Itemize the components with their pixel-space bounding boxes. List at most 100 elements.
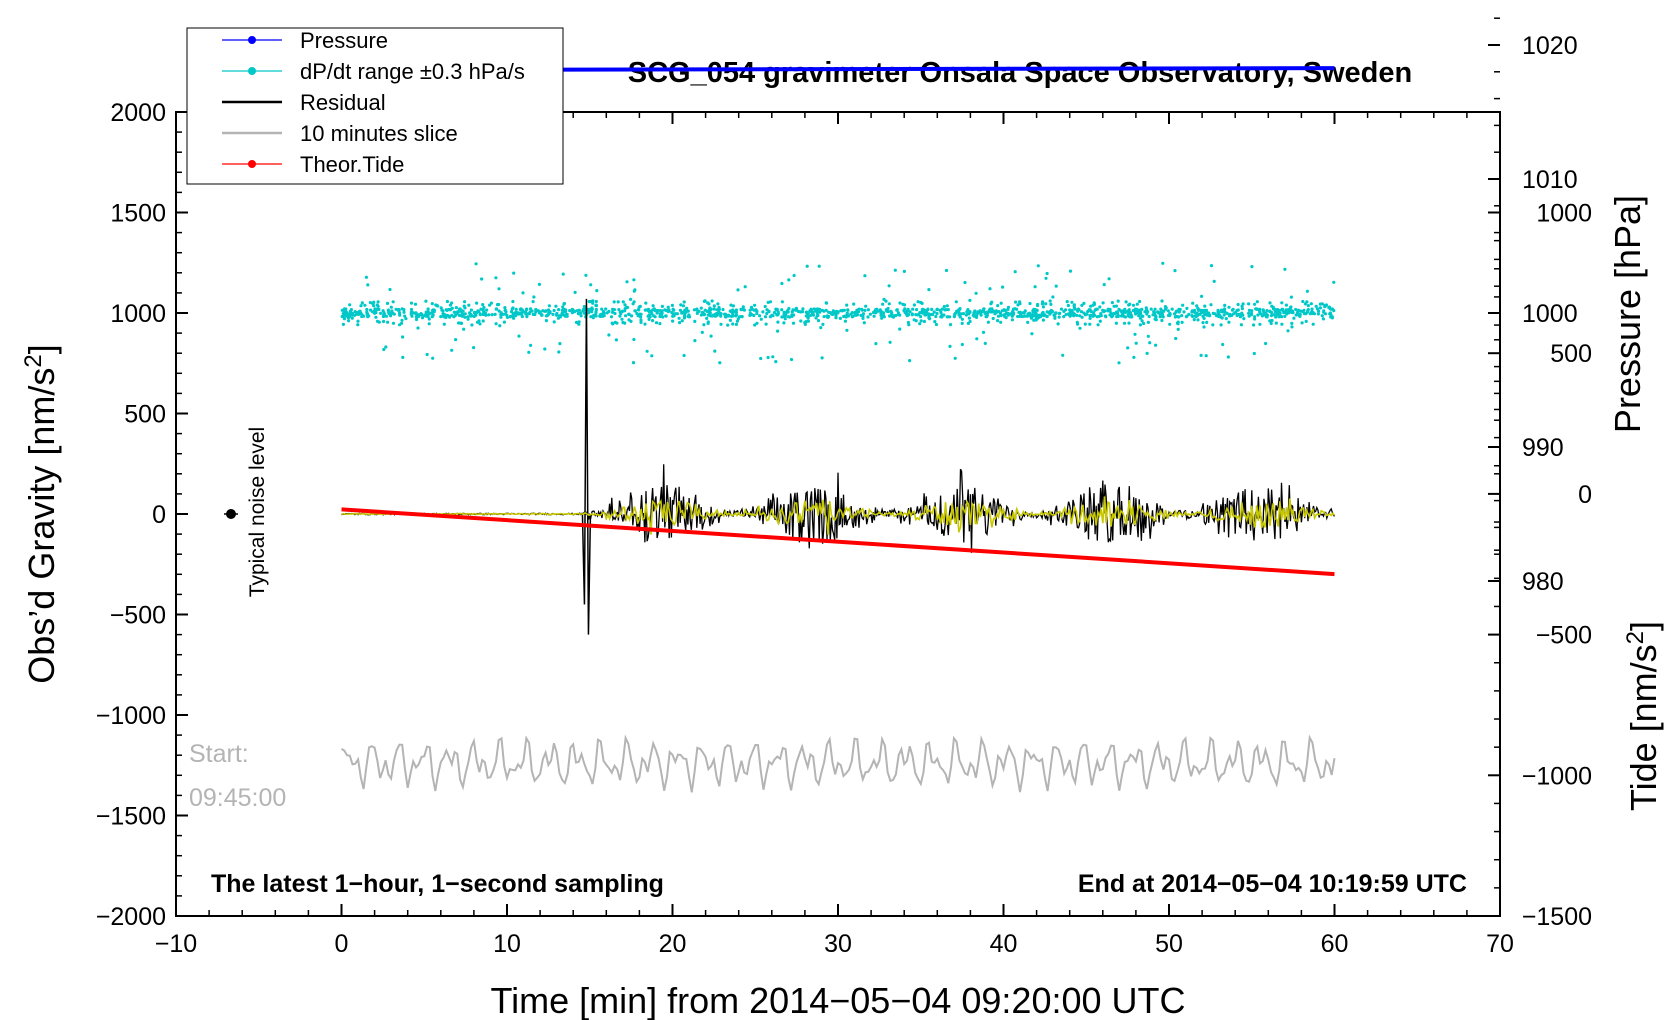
dpdt-point <box>1304 319 1308 323</box>
dpdt-point <box>788 315 792 319</box>
dpdt-point <box>592 313 596 317</box>
dpdt-point <box>607 309 611 313</box>
dpdt-point <box>409 301 414 305</box>
dpdt-point <box>658 314 662 319</box>
dpdt-point <box>1182 310 1186 314</box>
start-time-label: 09:45:00 <box>189 784 286 812</box>
dpdt-point <box>898 301 902 305</box>
dpdt-point <box>372 304 376 308</box>
dpdt-point <box>999 320 1003 324</box>
tide-tick-label: 0 <box>1578 481 1592 509</box>
dpdt-point <box>620 317 624 321</box>
dpdt-point <box>410 314 414 318</box>
dpdt-point <box>1088 322 1092 326</box>
dpdt-point <box>1309 302 1313 306</box>
dpdt-point <box>1218 315 1222 319</box>
dpdt-point <box>442 322 446 326</box>
legend-box <box>186 27 564 185</box>
dpdt-point <box>680 319 684 323</box>
dpdt-point <box>1006 307 1010 311</box>
dpdt-point <box>497 302 501 307</box>
dpdt-point <box>601 310 606 314</box>
dpdt-point <box>517 334 521 338</box>
dpdt-point <box>1279 314 1283 318</box>
dpdt-point <box>682 353 686 358</box>
dpdt-point <box>1317 309 1321 313</box>
dpdt-point <box>524 310 528 314</box>
dpdt-point <box>552 308 556 313</box>
dpdt-point <box>971 313 975 317</box>
dpdt-point <box>450 348 454 352</box>
chart-title: SCG_054 gravimeter Onsala Space Observat… <box>628 57 1412 89</box>
dpdt-point <box>509 310 514 314</box>
dpdt-point <box>1320 302 1324 306</box>
dpdt-point <box>905 309 909 313</box>
dpdt-point <box>780 315 784 319</box>
dpdt-point <box>462 304 466 308</box>
dpdt-point <box>1236 302 1240 307</box>
legend-marker <box>248 160 256 168</box>
dpdt-point <box>511 299 515 304</box>
dpdt-point <box>1138 323 1142 327</box>
dpdt-point <box>1219 323 1223 327</box>
dpdt-point <box>342 317 346 321</box>
dpdt-point <box>1135 302 1139 306</box>
dpdt-point <box>814 309 818 313</box>
dpdt-point <box>1178 307 1182 312</box>
dpdt-point <box>1173 269 1177 273</box>
dpdt-point <box>594 311 598 315</box>
dpdt-point <box>845 311 849 315</box>
dpdt-point <box>851 314 855 318</box>
dpdt-point <box>424 299 428 303</box>
dpdt-point <box>1028 314 1032 318</box>
dpdt-point <box>602 314 606 318</box>
dpdt-point <box>514 307 518 311</box>
dpdt-point <box>1180 314 1184 318</box>
dpdt-point <box>983 341 987 345</box>
dpdt-point <box>716 302 720 306</box>
dpdt-point <box>594 314 598 318</box>
dpdt-point <box>470 323 474 327</box>
dpdt-point <box>985 310 989 314</box>
dpdt-point <box>512 312 516 316</box>
dpdt-point <box>1259 312 1263 316</box>
dpdt-point <box>816 319 821 323</box>
dpdt-point <box>706 320 710 324</box>
dpdt-point <box>454 306 458 310</box>
dpdt-point <box>460 312 465 316</box>
dpdt-point <box>358 309 362 313</box>
dpdt-point <box>819 326 823 330</box>
dpdt-point <box>1127 321 1131 325</box>
dpdt-point <box>467 303 471 307</box>
dpdt-point <box>1191 314 1195 318</box>
dpdt-point <box>1128 302 1132 306</box>
dpdt-point <box>1094 307 1098 311</box>
dpdt-point <box>1168 322 1172 326</box>
dpdt-point <box>924 313 928 317</box>
dpdt-point <box>589 283 593 287</box>
dpdt-point <box>533 312 537 317</box>
dpdt-point <box>481 319 485 323</box>
dpdt-point <box>1228 312 1232 316</box>
dpdt-point <box>631 361 636 365</box>
dpdt-point <box>914 319 918 323</box>
dpdt-point <box>409 307 414 312</box>
dpdt-point <box>766 355 770 360</box>
dpdt-point <box>366 283 370 287</box>
dpdt-point <box>573 290 577 294</box>
dpdt-point <box>1059 307 1064 311</box>
dpdt-point <box>988 287 992 291</box>
dpdt-point <box>1290 321 1294 325</box>
dpdt-point <box>904 312 909 316</box>
dpdt-point <box>1026 320 1030 324</box>
dpdt-point <box>916 300 920 304</box>
dpdt-point <box>430 315 434 319</box>
dpdt-point <box>1048 312 1052 316</box>
dpdt-point <box>652 307 656 311</box>
dpdt-point <box>394 307 398 311</box>
dpdt-point <box>560 308 565 312</box>
dpdt-point <box>349 308 353 312</box>
dpdt-point <box>591 299 595 303</box>
dpdt-point <box>1068 308 1072 312</box>
dpdt-point <box>356 323 360 327</box>
